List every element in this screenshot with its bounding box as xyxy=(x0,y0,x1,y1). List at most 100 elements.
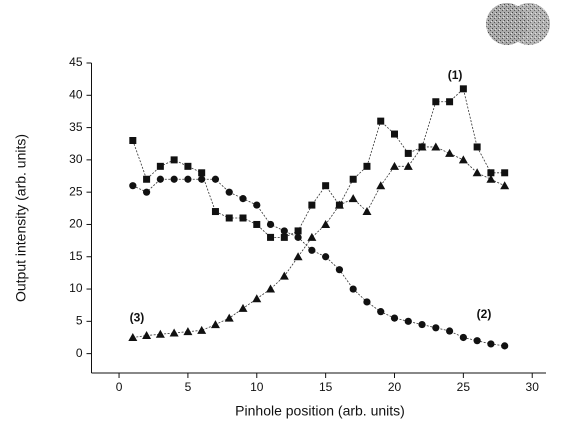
data-point xyxy=(266,220,275,229)
data-point xyxy=(322,253,330,261)
x-tick-label: 15 xyxy=(319,380,333,394)
data-point xyxy=(225,214,233,222)
y-tick-label: 5 xyxy=(76,314,83,328)
data-point xyxy=(391,130,398,138)
data-point xyxy=(253,220,261,228)
data-point xyxy=(308,246,316,254)
data-point xyxy=(445,327,454,335)
data-point xyxy=(267,233,275,241)
data-point xyxy=(225,188,233,196)
series-line xyxy=(132,88,505,238)
data-point xyxy=(321,219,331,228)
data-point xyxy=(431,142,441,151)
data-point xyxy=(294,227,302,235)
data-point xyxy=(363,162,371,170)
data-point xyxy=(280,227,288,235)
data-point xyxy=(472,168,482,177)
data-point xyxy=(418,320,426,329)
data-point xyxy=(198,169,206,177)
data-point xyxy=(142,188,151,196)
x-tick-label: 20 xyxy=(388,380,402,394)
data-point xyxy=(376,181,386,190)
data-point xyxy=(390,161,399,170)
data-point xyxy=(224,313,234,322)
data-point xyxy=(335,266,344,274)
data-point xyxy=(184,175,192,183)
annotation: (2) xyxy=(477,307,492,321)
x-axis-label: Pinhole position (arb. units) xyxy=(235,403,405,419)
y-tick-label: 30 xyxy=(69,152,83,166)
y-tick-label: 25 xyxy=(69,184,83,198)
data-point xyxy=(446,98,454,106)
x-tick-label: 30 xyxy=(526,380,540,394)
data-point xyxy=(377,308,385,316)
y-axis-label: Output intensity (arb. units) xyxy=(13,134,29,302)
data-point xyxy=(473,337,481,345)
data-point xyxy=(170,156,178,164)
data-point xyxy=(197,325,207,334)
y-tick-label: 35 xyxy=(69,120,83,134)
data-point xyxy=(501,169,509,177)
data-point xyxy=(294,233,302,241)
data-point xyxy=(500,181,510,190)
data-point xyxy=(432,98,440,106)
data-point xyxy=(128,332,138,341)
data-point xyxy=(404,149,412,157)
data-point xyxy=(129,137,137,144)
decorative-beam-image xyxy=(486,3,550,45)
annotation: (1) xyxy=(448,68,463,82)
data-point xyxy=(238,303,248,312)
series-line xyxy=(132,178,505,347)
data-point xyxy=(156,162,164,170)
data-point xyxy=(198,175,206,183)
data-point xyxy=(142,331,152,340)
data-point xyxy=(334,200,344,209)
data-point xyxy=(322,182,330,190)
y-tick-label: 0 xyxy=(76,346,83,360)
y-tick-label: 20 xyxy=(69,217,83,231)
data-point xyxy=(459,85,467,93)
data-point xyxy=(459,333,467,342)
data-point xyxy=(390,314,399,322)
data-point xyxy=(266,284,276,293)
y-tick-label: 45 xyxy=(69,55,83,69)
series-line xyxy=(132,146,505,338)
data-point xyxy=(432,324,440,332)
data-point xyxy=(253,201,261,209)
data-point xyxy=(170,175,178,183)
data-point xyxy=(252,294,262,303)
data-point xyxy=(211,208,219,216)
data-point xyxy=(348,194,358,203)
x-tick-label: 5 xyxy=(185,380,192,394)
data-point xyxy=(169,328,179,337)
y-tick-label: 10 xyxy=(69,281,83,295)
data-point xyxy=(349,175,357,183)
data-point xyxy=(293,252,303,261)
data-point xyxy=(280,233,288,241)
x-tick-label: 10 xyxy=(250,380,264,394)
data-point xyxy=(211,175,220,183)
x-tick-label: 0 xyxy=(116,380,123,394)
data-point xyxy=(349,285,357,293)
data-point xyxy=(487,169,495,177)
x-tick-label: 25 xyxy=(457,380,471,394)
data-point xyxy=(487,340,495,348)
y-tick-label: 15 xyxy=(69,249,83,263)
data-point xyxy=(307,232,317,241)
data-point xyxy=(183,327,193,336)
data-point xyxy=(363,298,371,306)
data-point xyxy=(156,175,164,183)
data-point xyxy=(155,329,165,338)
data-point xyxy=(458,155,468,164)
data-point xyxy=(279,271,289,280)
data-point xyxy=(445,148,455,157)
data-point xyxy=(473,143,481,151)
data-point xyxy=(501,342,509,350)
y-tick-label: 40 xyxy=(69,87,83,101)
data-point xyxy=(129,182,137,190)
data-point xyxy=(184,162,192,170)
annotation: (3) xyxy=(130,310,145,324)
data-point xyxy=(239,214,247,222)
data-point xyxy=(210,320,220,329)
